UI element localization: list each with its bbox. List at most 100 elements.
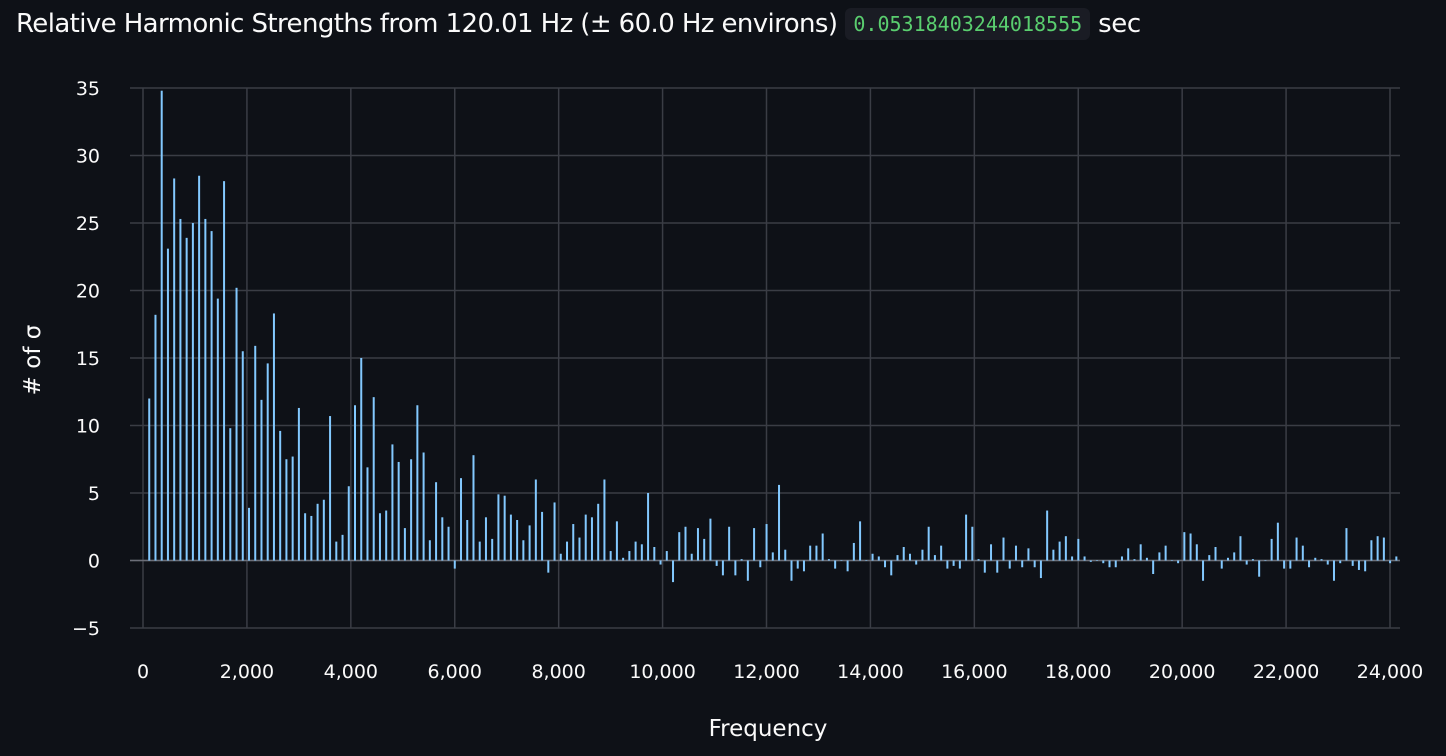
- bar: [597, 503, 600, 561]
- x-tick-label: 16,000: [941, 661, 1007, 683]
- bar: [958, 560, 961, 569]
- bar: [603, 479, 606, 561]
- bar: [1208, 555, 1211, 561]
- bar: [1014, 545, 1017, 561]
- bar: [796, 560, 799, 569]
- bar: [1276, 522, 1279, 561]
- x-tick-label: 12,000: [733, 661, 799, 683]
- bar: [983, 560, 986, 573]
- bar: [385, 510, 388, 561]
- bar: [1152, 560, 1155, 574]
- x-tick-label: 0: [137, 661, 149, 683]
- bar: [191, 223, 194, 561]
- bar: [584, 514, 587, 561]
- bar: [802, 560, 805, 572]
- bar: [859, 521, 862, 561]
- bar: [746, 560, 749, 581]
- bar: [341, 534, 344, 561]
- bar: [634, 541, 637, 561]
- bar: [472, 455, 475, 561]
- bar: [1233, 552, 1236, 561]
- bar: [1077, 538, 1080, 561]
- bar: [659, 560, 662, 565]
- x-tick-label: 22,000: [1253, 661, 1319, 683]
- bar: [516, 520, 519, 561]
- bar: [1264, 560, 1267, 561]
- bar: [871, 553, 874, 561]
- bar: [329, 416, 332, 561]
- duration-value: 0.05318403244018555: [845, 8, 1091, 40]
- bar: [1189, 533, 1192, 561]
- bar: [765, 524, 768, 561]
- bar: [1270, 538, 1273, 561]
- bar: [478, 541, 481, 561]
- bar: [1251, 559, 1254, 561]
- bar: [491, 538, 494, 561]
- bar: [254, 345, 257, 561]
- bar: [578, 537, 581, 561]
- bar: [1339, 560, 1342, 564]
- bar: [821, 533, 824, 561]
- bar: [1214, 547, 1217, 561]
- bar: [665, 551, 668, 561]
- bar: [1364, 560, 1367, 572]
- bar: [771, 552, 774, 561]
- y-tick-labels: −5 0 5 10 15 20 25 30 35: [72, 78, 100, 640]
- bar: [304, 513, 307, 561]
- bar: [977, 559, 980, 561]
- bar: [1258, 560, 1261, 577]
- x-tick-label: 20,000: [1149, 661, 1215, 683]
- chart-title: Relative Harmonic Strengths from 120.01 …: [16, 9, 838, 39]
- bar: [1008, 560, 1011, 569]
- bar: [1220, 560, 1223, 569]
- bar: [759, 560, 762, 568]
- bar: [528, 525, 531, 561]
- bar: [185, 237, 188, 561]
- x-tick-label: 6,000: [428, 661, 482, 683]
- bar: [1033, 560, 1036, 568]
- bar: [397, 461, 400, 561]
- bar: [248, 507, 251, 561]
- bar: [410, 459, 413, 561]
- x-tick-label: 8,000: [531, 661, 585, 683]
- bar: [971, 526, 974, 561]
- bar: [1320, 559, 1323, 561]
- bar: [672, 560, 675, 583]
- bar: [1195, 544, 1198, 561]
- bar: [715, 560, 718, 566]
- bar: [1245, 560, 1248, 565]
- y-tick-label: 15: [76, 348, 100, 370]
- bar: [1332, 560, 1335, 581]
- bar: [1295, 537, 1298, 561]
- bar: [1139, 544, 1142, 561]
- bar: [360, 358, 363, 561]
- bar: [1351, 560, 1354, 566]
- bar: [1301, 545, 1304, 561]
- bar: [1071, 556, 1074, 561]
- bar: [927, 526, 930, 561]
- bar: [1027, 548, 1030, 561]
- bar: [547, 560, 550, 573]
- bar: [778, 484, 781, 561]
- bar: [703, 538, 706, 561]
- bar: [1308, 560, 1311, 568]
- bar: [1064, 536, 1067, 561]
- bar: [1326, 560, 1329, 565]
- y-tick-label: 25: [76, 213, 100, 235]
- bar: [316, 503, 319, 561]
- bar: [297, 407, 300, 561]
- x-tick-label: 4,000: [324, 661, 378, 683]
- bar: [846, 560, 849, 572]
- bar: [466, 520, 469, 561]
- bar: [1395, 556, 1398, 561]
- bar: [615, 521, 618, 561]
- bar: [734, 560, 737, 576]
- bar: [441, 517, 444, 561]
- y-tick-label: 30: [76, 146, 100, 168]
- bar: [1046, 510, 1049, 561]
- bar: [1164, 545, 1167, 561]
- bar: [484, 517, 487, 561]
- bar: [416, 405, 419, 561]
- bar: [1345, 528, 1348, 561]
